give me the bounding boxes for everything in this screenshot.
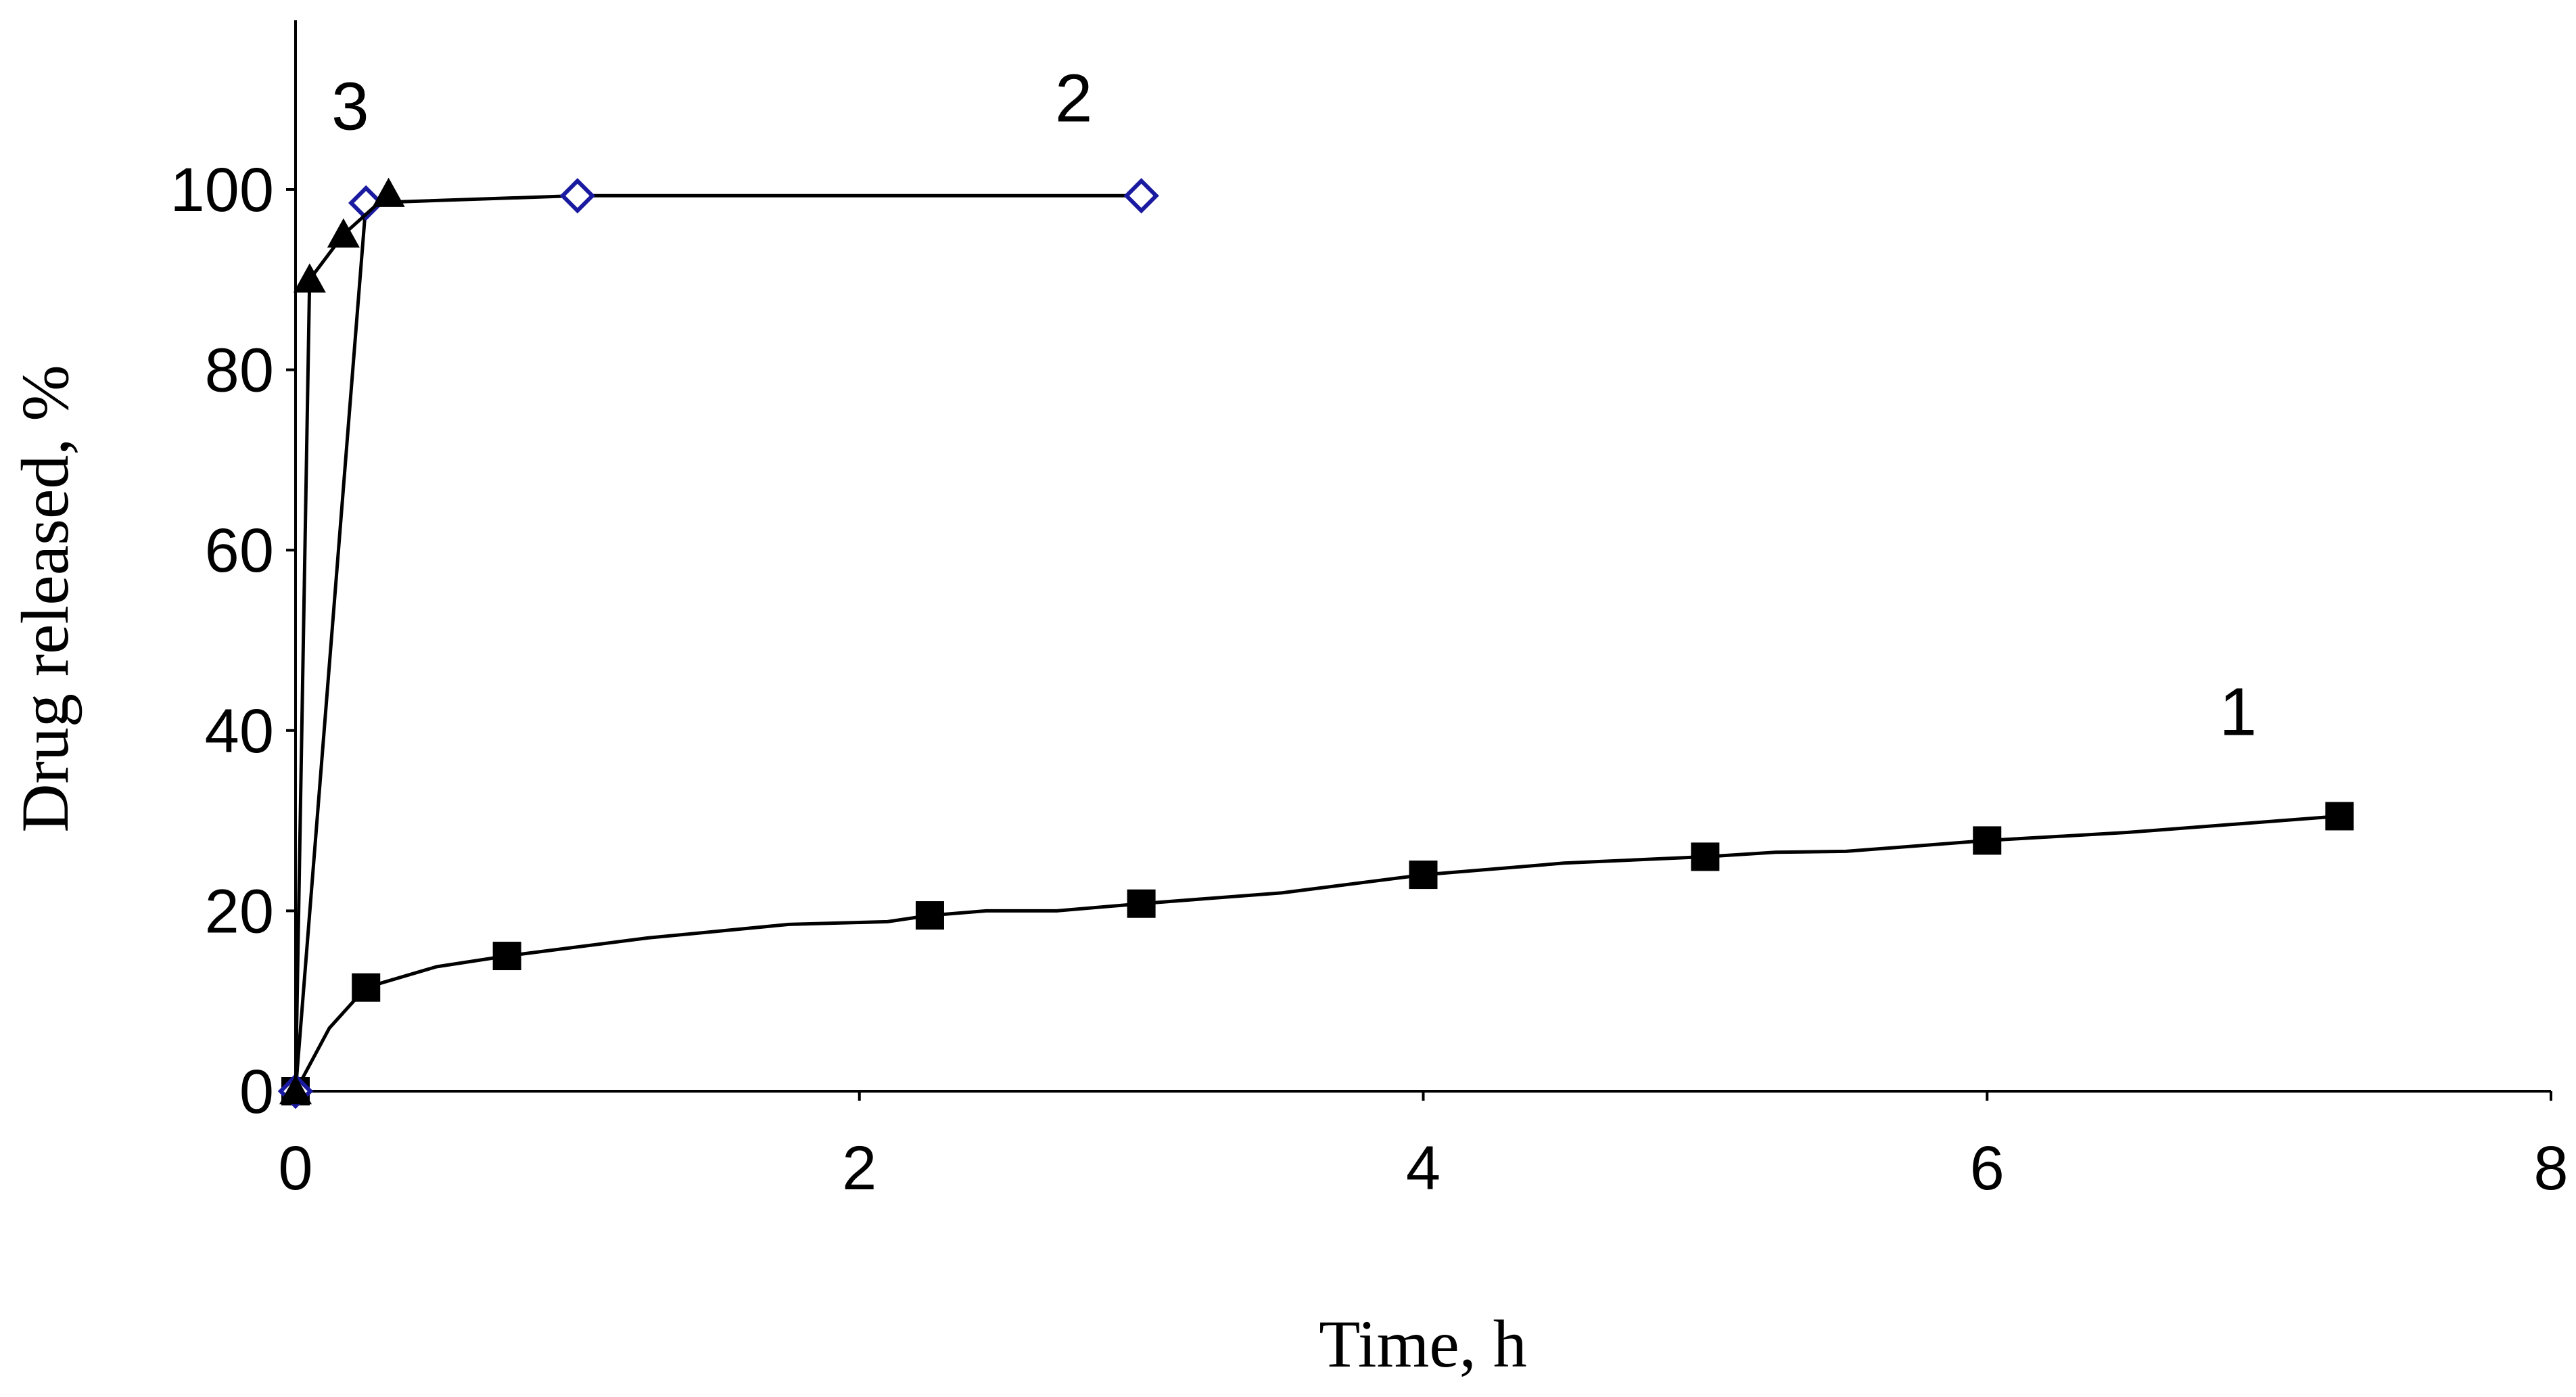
data-point-diamond	[559, 178, 596, 214]
data-point-square	[1973, 826, 2002, 855]
y-tick-label: 20	[205, 877, 274, 946]
data-point-square	[1409, 861, 1438, 890]
y-tick-label: 40	[205, 697, 274, 766]
series-layer: 1 2 3	[277, 60, 2354, 1109]
y-tick-label: 100	[170, 156, 275, 225]
data-point-square	[352, 973, 381, 1002]
x-axis-ticks: 0 2 4 6 8	[278, 1091, 2569, 1203]
series-1-line	[294, 814, 2340, 1093]
y-tick-label: 60	[205, 516, 274, 585]
x-axis-title: Time, h	[1319, 1306, 1527, 1381]
x-tick-label: 0	[278, 1134, 312, 1203]
data-point-triangle	[279, 1075, 312, 1105]
data-point-triangle	[372, 177, 405, 207]
x-tick-label: 6	[1970, 1134, 2005, 1203]
data-point-triangle	[293, 263, 326, 293]
data-point-diamond	[1123, 178, 1159, 214]
series-3: 3	[279, 69, 405, 1105]
data-point-triangle	[327, 218, 360, 248]
y-axis-title: Drug released, %	[7, 365, 83, 832]
data-point-square	[915, 901, 944, 930]
y-tick-label: 80	[205, 336, 274, 405]
y-tick-label: 0	[239, 1057, 274, 1126]
plot-area: 0 20 40 60 80 100 0 2 4 6 8 1 2 3	[170, 20, 2569, 1203]
series-3-label: 3	[331, 69, 369, 145]
series-3-line	[294, 192, 390, 1092]
series-2-label: 2	[1055, 60, 1093, 136]
x-tick-label: 8	[2533, 1134, 2568, 1203]
series-2: 2	[277, 60, 1159, 1109]
series-1-label: 1	[2220, 674, 2257, 750]
data-point-square	[2325, 802, 2354, 831]
x-tick-label: 2	[842, 1134, 876, 1203]
data-point-diamond	[348, 185, 384, 221]
data-point-square	[1691, 842, 1720, 871]
y-axis-ticks: 0 20 40 60 80 100	[170, 156, 296, 1126]
series-2-line	[294, 193, 1142, 1092]
x-tick-label: 4	[1406, 1134, 1441, 1203]
series-1: 1	[281, 674, 2354, 1105]
data-point-square	[492, 942, 521, 971]
data-point-square	[1127, 889, 1156, 918]
